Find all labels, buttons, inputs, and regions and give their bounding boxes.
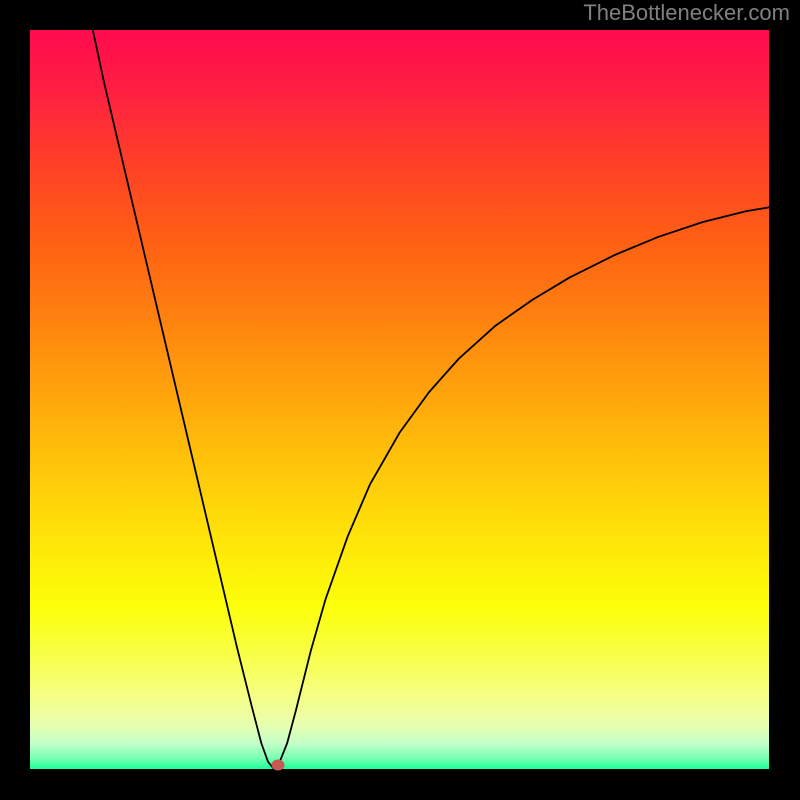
bottleneck-curve	[30, 30, 769, 769]
bottleneck-curve-path	[93, 30, 769, 769]
branding-watermark: TheBottlenecker.com	[583, 0, 790, 26]
plot-area	[30, 30, 769, 769]
chart-container: TheBottlenecker.com	[0, 0, 800, 800]
optimum-marker	[271, 760, 284, 771]
